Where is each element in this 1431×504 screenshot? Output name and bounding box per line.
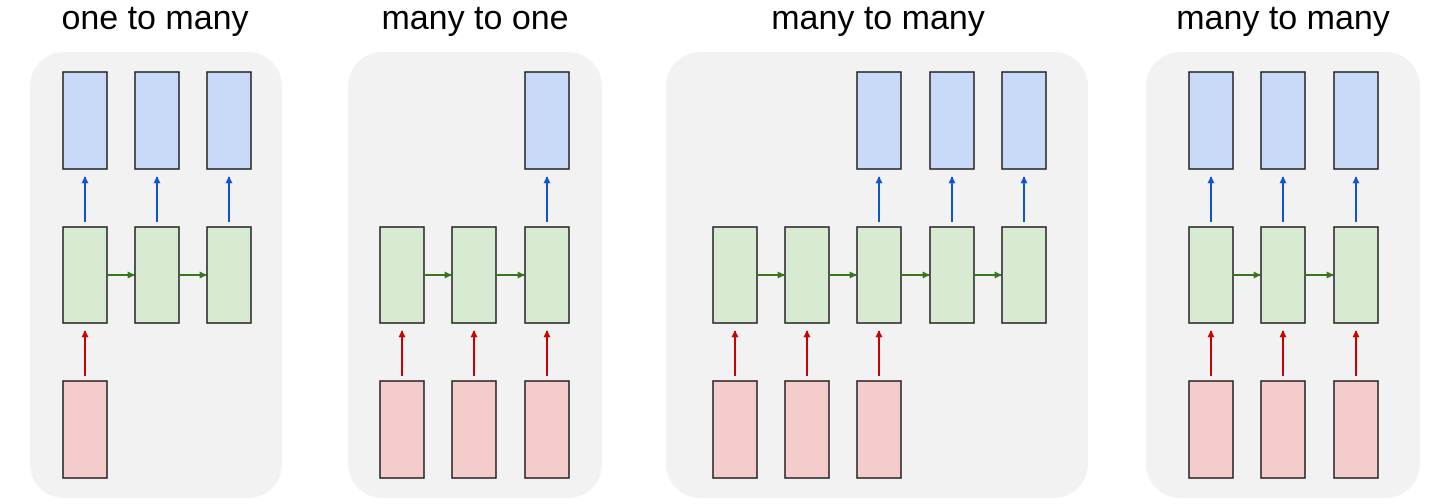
input-box (784, 380, 830, 479)
output-box (1188, 71, 1234, 170)
hidden-state-box (856, 226, 902, 324)
input-box (856, 380, 902, 479)
input-box (1333, 380, 1379, 479)
hidden-state-box (524, 226, 570, 324)
hidden-state-box (784, 226, 830, 324)
input-box (379, 380, 425, 479)
output-box (929, 71, 975, 170)
output-box (524, 71, 570, 170)
hidden-state-box (1260, 226, 1306, 324)
hidden-state-box (134, 226, 180, 324)
hidden-state-box (451, 226, 497, 324)
output-box (856, 71, 902, 170)
input-box (712, 380, 758, 479)
input-box (62, 380, 108, 479)
hidden-state-box (206, 226, 252, 324)
hidden-state-box (62, 226, 108, 324)
hidden-state-box (929, 226, 975, 324)
output-box (1001, 71, 1047, 170)
panel-title-many-to-many-delayed: many to many (771, 0, 985, 37)
input-box (1188, 380, 1234, 479)
hidden-state-box (712, 226, 758, 324)
output-box (62, 71, 108, 170)
panel-title-many-to-many-synced: many to many (1176, 0, 1390, 37)
output-box (1333, 71, 1379, 170)
input-box (451, 380, 497, 479)
panel-title-many-to-one: many to one (381, 0, 569, 37)
input-box (1260, 380, 1306, 479)
hidden-state-box (1333, 226, 1379, 324)
hidden-state-box (379, 226, 425, 324)
hidden-state-box (1001, 226, 1047, 324)
hidden-state-box (1188, 226, 1234, 324)
output-box (1260, 71, 1306, 170)
input-box (524, 380, 570, 479)
output-box (206, 71, 252, 170)
output-box (134, 71, 180, 170)
panel-title-one-to-many: one to many (61, 0, 249, 37)
